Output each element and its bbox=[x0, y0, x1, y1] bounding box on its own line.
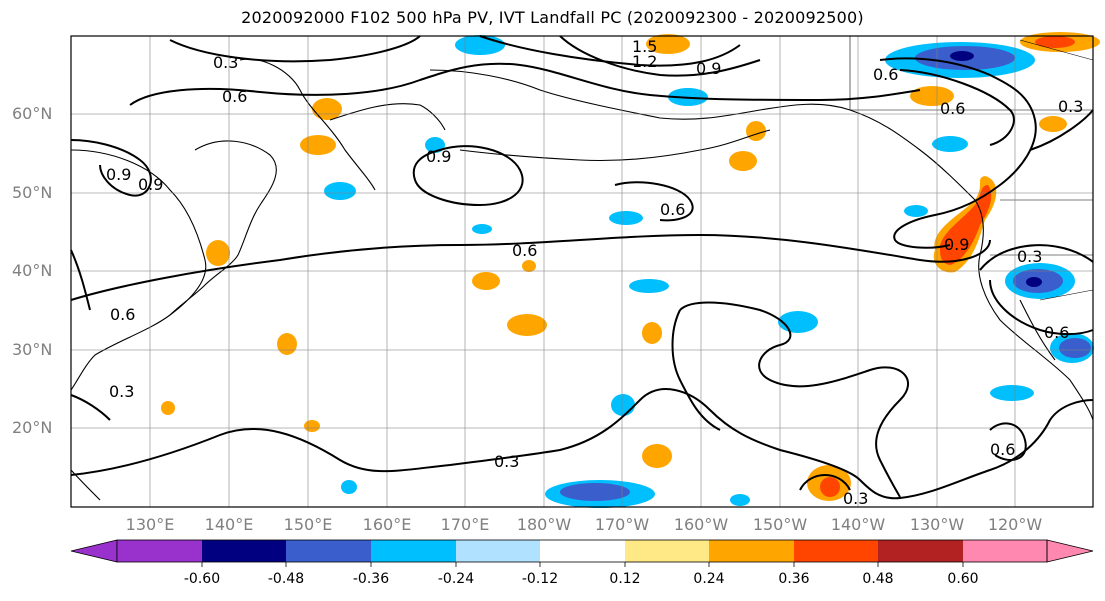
lon-label: 140°E bbox=[204, 515, 254, 534]
borders bbox=[849, 36, 1094, 301]
colorbar-extend-max bbox=[1046, 539, 1094, 563]
contour-label: 0.6 bbox=[660, 200, 685, 219]
map-frame bbox=[70, 35, 1094, 508]
colorbar-segment bbox=[963, 540, 1047, 562]
lon-label: 150°W bbox=[752, 515, 808, 534]
lat-label-50n: 50°N bbox=[12, 183, 53, 202]
colorbar-tick-label: -0.48 bbox=[267, 571, 305, 587]
colorbar bbox=[70, 539, 1094, 567]
colorbar-extend-min bbox=[70, 539, 118, 563]
colorbar-tick-label: 0.60 bbox=[947, 571, 979, 587]
colorbar-segment bbox=[456, 540, 540, 562]
positive-anomaly-region bbox=[910, 86, 954, 106]
colorbar-segment bbox=[794, 540, 878, 562]
colorbar-segment bbox=[709, 540, 794, 562]
colorbar-tick-label: 0.48 bbox=[862, 571, 894, 587]
lat-label-60n: 60°N bbox=[12, 104, 53, 123]
contour-label: 0.6 bbox=[1044, 323, 1069, 342]
lon-label: 170°E bbox=[440, 515, 490, 534]
contour-label: 0.3 bbox=[1017, 247, 1042, 266]
lat-label-20n: 20°N bbox=[12, 418, 53, 437]
ivt-shading bbox=[161, 32, 1100, 508]
lon-label: 160°E bbox=[362, 515, 412, 534]
lon-label: 140°W bbox=[830, 515, 886, 534]
colorbar-tick-label: -0.12 bbox=[521, 571, 559, 587]
contour-label: 0.9 bbox=[696, 59, 721, 78]
lon-label: 120°W bbox=[987, 515, 1043, 534]
colorbar-segment bbox=[202, 540, 286, 562]
lon-label: 160°W bbox=[673, 515, 729, 534]
lon-label: 130°E bbox=[125, 515, 175, 534]
page-title: 2020092000 F102 500 hPa PV, IVT Landfall… bbox=[241, 8, 864, 27]
contour-label: 0.3 bbox=[1058, 97, 1083, 116]
lon-label: 150°E bbox=[283, 515, 333, 534]
lon-label: 130°W bbox=[909, 515, 965, 534]
colorbar-tick-label: -0.24 bbox=[437, 571, 475, 587]
pv-contours bbox=[70, 35, 1094, 500]
lon-label: 180°W bbox=[516, 515, 572, 534]
lat-label-30n: 30°N bbox=[12, 340, 53, 359]
colorbar-tick-label: 0.12 bbox=[609, 571, 641, 587]
gridlines bbox=[71, 36, 1093, 507]
contour-label: 0.3 bbox=[109, 382, 134, 401]
contour-label: 0.3 bbox=[213, 53, 238, 72]
contour-labels: 0.3 0.6 1.5 1.2 0.9 0.6 0.6 0.9 0.6 0.6 … bbox=[106, 37, 1083, 508]
map-background bbox=[71, 36, 1093, 507]
contour-label: 0.9 bbox=[106, 165, 131, 184]
colorbar-segment bbox=[540, 540, 625, 562]
colorbar-tick-label: -0.60 bbox=[183, 571, 221, 587]
contour-label: 0.3 bbox=[494, 452, 519, 471]
colorbar-segment bbox=[625, 540, 709, 562]
contour-label: 0.6 bbox=[222, 87, 247, 106]
contour-label: 0.3 bbox=[843, 489, 868, 508]
contour-label: 0.6 bbox=[110, 305, 135, 324]
contour-label: 1.2 bbox=[632, 52, 657, 71]
contour-label: 0.6 bbox=[940, 99, 965, 118]
colorbar-tick-label: -0.36 bbox=[352, 571, 390, 587]
lon-label: 170°W bbox=[594, 515, 650, 534]
colorbar-tick-label: 0.36 bbox=[778, 571, 810, 587]
colorbar-tick-label: 0.24 bbox=[693, 571, 725, 587]
contour-label: 0.9 bbox=[944, 235, 969, 254]
contour-label: 0.9 bbox=[426, 147, 451, 166]
coastlines bbox=[70, 58, 1094, 501]
colorbar-segment bbox=[878, 540, 963, 562]
colorbar-segment bbox=[286, 540, 371, 562]
contour-label: 0.6 bbox=[512, 241, 537, 260]
colorbar-segment bbox=[117, 540, 202, 562]
contour-label: 0.6 bbox=[873, 65, 898, 84]
contour-label: 0.9 bbox=[138, 175, 163, 194]
colorbar-segment bbox=[371, 540, 456, 562]
lat-label-40n: 40°N bbox=[12, 261, 53, 280]
contour-label: 0.6 bbox=[990, 440, 1015, 459]
contour-label: 1.5 bbox=[632, 37, 657, 56]
